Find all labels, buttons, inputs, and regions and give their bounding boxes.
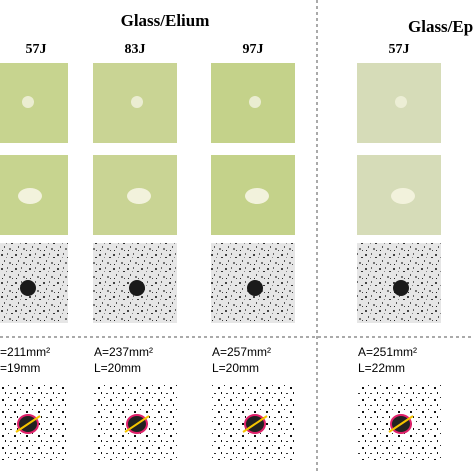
impact-spot [249,96,261,108]
length-label: L=20mm [212,361,259,375]
c-scan-damage [129,280,145,296]
length-label: L=22mm [358,361,405,375]
length-label: =19mm [0,361,40,375]
impact-spot [395,96,407,108]
length-line [15,415,41,433]
impact-spot [22,96,34,108]
length-label: L=20mm [94,361,141,375]
area-label: A=251mm² [358,345,417,359]
damage-spot [127,188,151,204]
damage-spot [391,188,415,204]
left-title: Glass/Elium [121,11,210,30]
length-line [388,415,414,433]
length-line [124,415,150,433]
impact-energy: 83J [125,42,146,57]
area-label: A=257mm² [212,345,271,359]
right-title: Glass/Ep [408,17,473,36]
c-scan-damage [247,280,263,296]
damage-spot [18,188,42,204]
impact-energy: 57J [389,42,410,57]
length-line [242,415,268,433]
area-label: =211mm² [0,345,50,359]
impact-energy: 57J [26,42,47,57]
impact-spot [131,96,143,108]
impact-energy: 97J [243,42,264,57]
c-scan-damage [393,280,409,296]
c-scan-damage [20,280,36,296]
photo-front [0,63,68,143]
damage-spot [245,188,269,204]
area-label: A=237mm² [94,345,153,359]
columns: 57J =211mm² =19mm 83J A=237mm² L=20mm 97J A=257… [0,42,441,460]
